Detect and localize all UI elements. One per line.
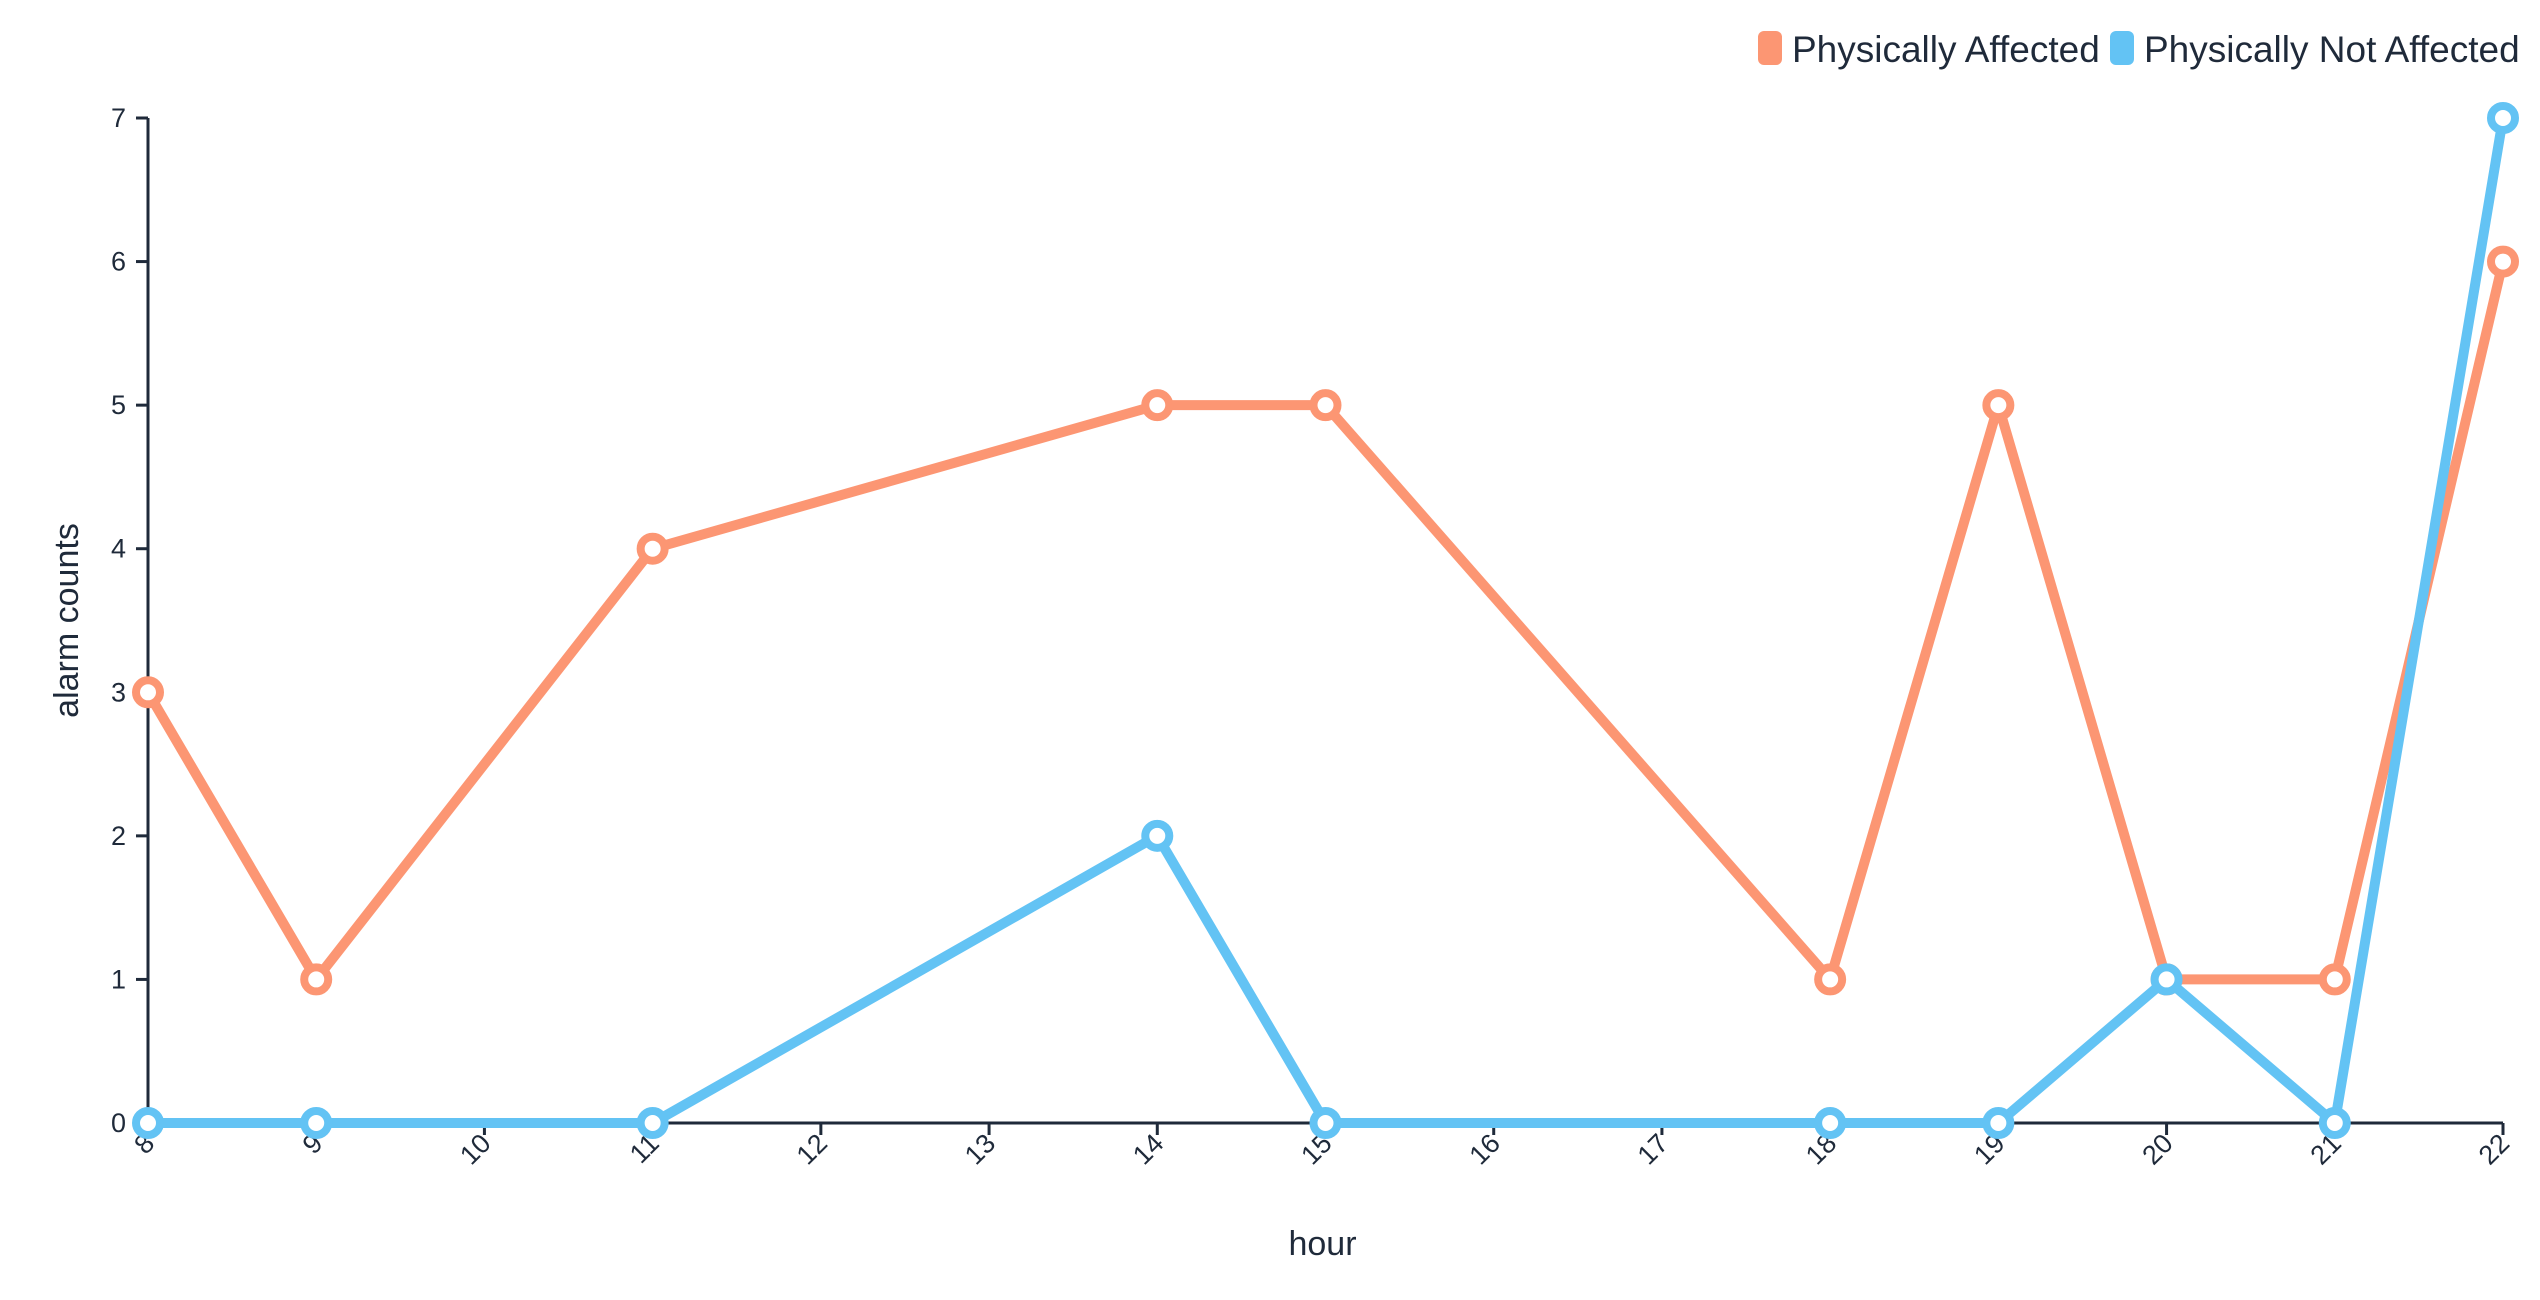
x-axis-title: hour xyxy=(1288,1225,1356,1263)
data-point[interactable] xyxy=(1141,389,1174,422)
data-point[interactable] xyxy=(636,1107,669,1139)
x-tick-label: 14 xyxy=(1127,1128,1169,1170)
data-point[interactable] xyxy=(636,532,669,565)
series-layer xyxy=(132,102,2519,1139)
y-tick-label: 7 xyxy=(111,103,126,133)
y-tick-label: 6 xyxy=(111,247,126,277)
x-tick-label: 22 xyxy=(2473,1128,2515,1170)
data-point[interactable] xyxy=(2318,1107,2351,1139)
series-line xyxy=(143,256,2508,985)
data-point[interactable] xyxy=(2150,963,2183,996)
data-point[interactable] xyxy=(300,1107,333,1139)
legend-label: Physically Not Affected xyxy=(2144,29,2520,70)
data-point[interactable] xyxy=(1814,1107,1847,1139)
data-point[interactable] xyxy=(1982,389,2015,422)
y-tick-label: 2 xyxy=(111,821,126,851)
x-tick-label: 17 xyxy=(1632,1128,1674,1170)
data-point[interactable] xyxy=(1982,1107,2015,1139)
y-axis-ticks: 0 1 2 3 4 5 6 7 xyxy=(111,103,148,1138)
data-point[interactable] xyxy=(1309,389,1342,422)
y-tick-label: 4 xyxy=(111,534,126,564)
series-physically-not-affected xyxy=(132,102,2519,1139)
data-point[interactable] xyxy=(132,676,164,709)
x-tick-label: 12 xyxy=(791,1128,833,1170)
data-point[interactable] xyxy=(2487,245,2519,278)
data-point[interactable] xyxy=(1814,963,1847,996)
legend: Physically Affected Physically Not Affec… xyxy=(1758,29,2520,70)
y-tick-label: 1 xyxy=(111,964,126,994)
series-line xyxy=(143,113,2508,1128)
x-tick-label: 16 xyxy=(1463,1128,1505,1170)
data-point[interactable] xyxy=(1141,819,1174,852)
series-physically-affected xyxy=(132,245,2519,996)
legend-item-physically-affected[interactable]: Physically Affected xyxy=(1758,29,2100,70)
legend-item-physically-not-affected[interactable]: Physically Not Affected xyxy=(2110,29,2520,70)
x-tick-label: 20 xyxy=(2136,1128,2178,1170)
data-point[interactable] xyxy=(1309,1107,1342,1139)
legend-swatch xyxy=(1758,31,1782,65)
x-tick-label: 13 xyxy=(959,1128,1001,1170)
y-axis-title: alarm counts xyxy=(48,523,86,718)
legend-swatch xyxy=(2110,31,2134,65)
y-tick-label: 3 xyxy=(111,677,126,707)
y-tick-label: 5 xyxy=(111,390,126,420)
data-point[interactable] xyxy=(2318,963,2351,996)
x-tick-label: 10 xyxy=(454,1128,496,1170)
legend-label: Physically Affected xyxy=(1792,29,2100,70)
data-point[interactable] xyxy=(2487,102,2519,134)
data-point[interactable] xyxy=(132,1107,164,1139)
y-tick-label: 0 xyxy=(111,1108,126,1138)
data-point[interactable] xyxy=(300,963,333,996)
